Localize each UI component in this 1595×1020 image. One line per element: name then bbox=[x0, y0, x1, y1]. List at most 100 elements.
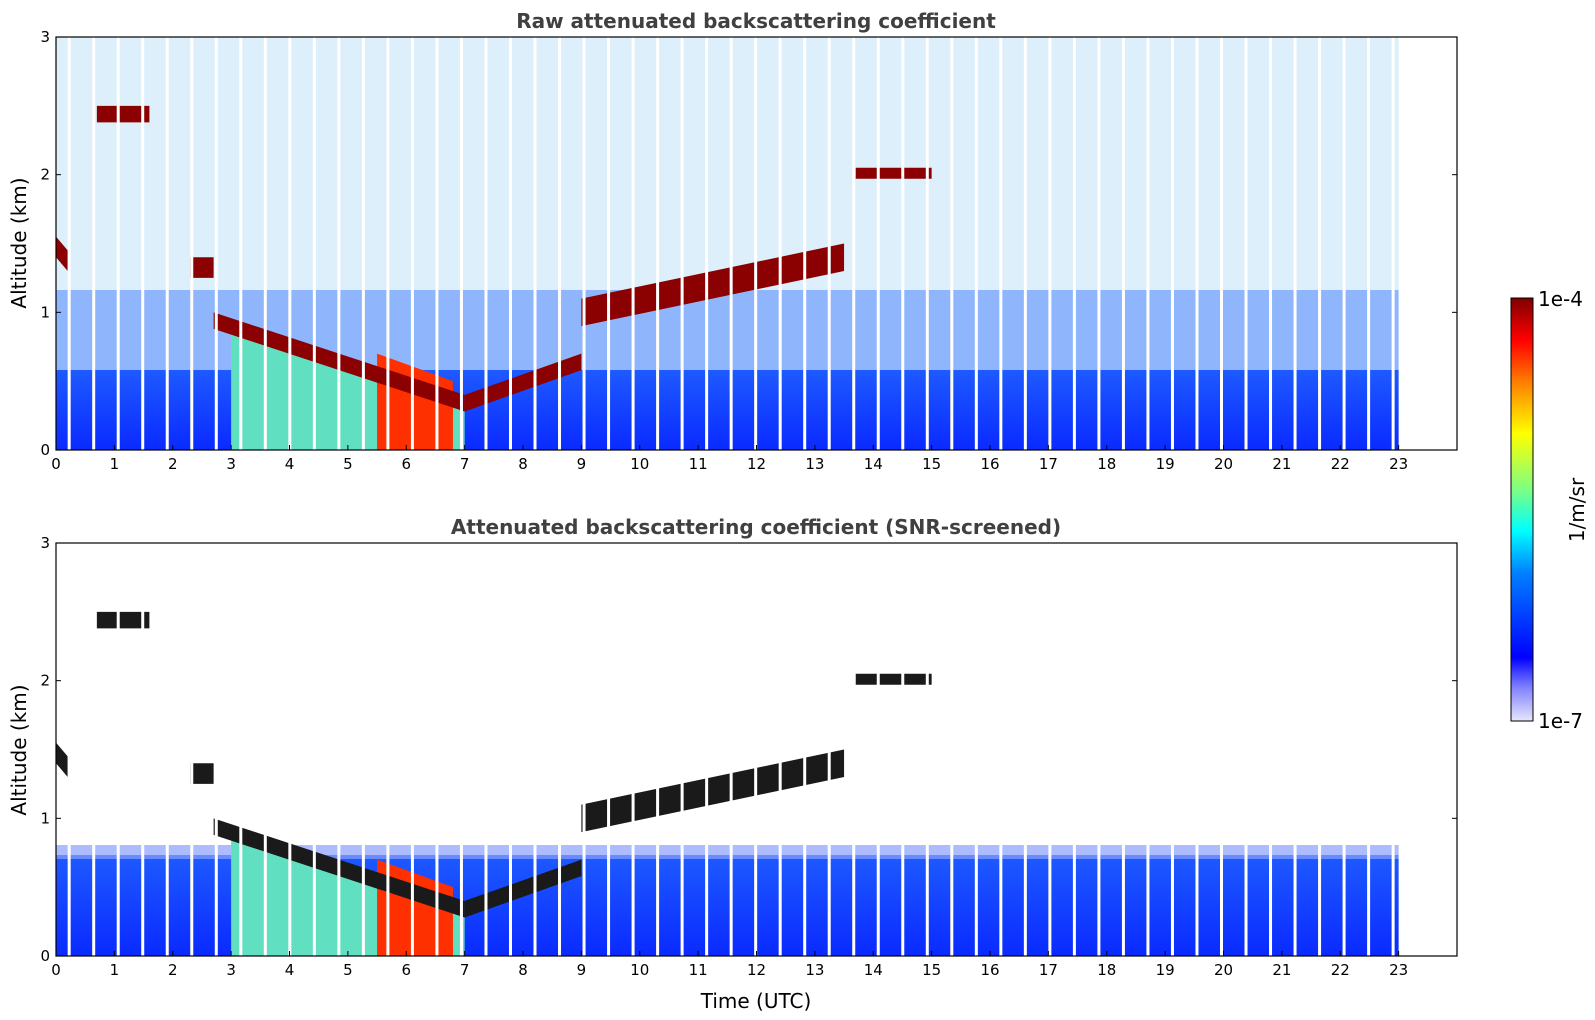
gap-stripe bbox=[729, 543, 733, 956]
gap-stripe bbox=[410, 37, 414, 450]
gap-stripe bbox=[754, 37, 758, 450]
raw-heatmap bbox=[56, 37, 1457, 450]
gap-stripe bbox=[435, 543, 439, 956]
gap-stripe bbox=[1048, 543, 1052, 956]
gap-stripe bbox=[165, 543, 169, 956]
gap-stripe bbox=[361, 543, 365, 956]
snr-y-tick-label: 2 bbox=[40, 672, 50, 690]
elevated-aerosol-layer bbox=[96, 105, 150, 123]
snr-y-tick-label: 1 bbox=[40, 809, 50, 827]
raw-x-tick-label: 10 bbox=[630, 455, 649, 473]
gap-stripe bbox=[1342, 37, 1346, 450]
early-layer bbox=[190, 257, 214, 278]
gap-stripe bbox=[459, 37, 463, 450]
snr-x-tick-label: 23 bbox=[1389, 961, 1408, 979]
gap-stripe bbox=[190, 543, 194, 956]
gap-stripe bbox=[999, 543, 1003, 956]
gap-stripe bbox=[1318, 543, 1322, 956]
gap-stripe bbox=[67, 37, 71, 450]
gap-stripe bbox=[533, 543, 537, 956]
gap-stripe bbox=[1195, 37, 1199, 450]
gap-stripe bbox=[1072, 543, 1076, 956]
raw-x-tick-label: 6 bbox=[401, 455, 411, 473]
gap-stripe bbox=[288, 37, 292, 450]
snr-x-tick-label: 0 bbox=[51, 961, 61, 979]
raw-backscatter-panel: Raw attenuated backscattering coefficien… bbox=[7, 9, 1458, 473]
gap-stripe bbox=[827, 543, 831, 956]
snr-x-tick-label: 21 bbox=[1272, 961, 1291, 979]
gap-stripe bbox=[141, 543, 145, 956]
gap-stripe bbox=[729, 37, 733, 450]
gap-stripe bbox=[1391, 543, 1395, 956]
snr-x-tick-label: 20 bbox=[1214, 961, 1233, 979]
gap-stripe bbox=[1121, 543, 1125, 956]
raw-x-tick-label: 11 bbox=[689, 455, 708, 473]
raw-y-tick-label: 3 bbox=[40, 28, 50, 46]
snr-x-tick-label: 2 bbox=[168, 961, 178, 979]
gap-stripe bbox=[1367, 37, 1371, 450]
snr-heatmap bbox=[56, 543, 1457, 956]
x-axis-label: Time (UTC) bbox=[700, 989, 812, 1013]
gap-stripe bbox=[1269, 543, 1273, 956]
raw-x-tick-label: 12 bbox=[747, 455, 766, 473]
gap-stripe bbox=[484, 543, 488, 956]
snr-x-tick-label: 13 bbox=[805, 961, 824, 979]
aerosol-layers bbox=[56, 611, 932, 956]
raw-x-tick-label: 8 bbox=[518, 455, 528, 473]
gap-stripe bbox=[974, 37, 978, 450]
raw-x-tick-label: 16 bbox=[980, 455, 999, 473]
gap-stripe bbox=[705, 37, 709, 450]
gap-stripe bbox=[607, 543, 611, 956]
raw-x-tick-label: 7 bbox=[460, 455, 470, 473]
raw-x-tick-label: 0 bbox=[51, 455, 61, 473]
gap-stripe bbox=[754, 543, 758, 956]
gap-stripe bbox=[827, 37, 831, 450]
snr-x-tick-label: 14 bbox=[864, 961, 883, 979]
gap-stripe bbox=[141, 37, 145, 450]
gap-stripe bbox=[950, 543, 954, 956]
gap-stripe bbox=[1121, 37, 1125, 450]
gap-stripe bbox=[190, 37, 194, 450]
gap-stripe bbox=[1318, 37, 1322, 450]
gap-stripe bbox=[1023, 543, 1027, 956]
gap-stripe bbox=[656, 37, 660, 450]
gap-stripe bbox=[533, 37, 537, 450]
gap-stripe bbox=[1023, 37, 1027, 450]
gap-stripe bbox=[165, 37, 169, 450]
snr-x-tick-label: 5 bbox=[343, 961, 353, 979]
gap-stripe bbox=[1072, 37, 1076, 450]
snr-x-tick-label: 1 bbox=[110, 961, 120, 979]
gap-stripe bbox=[92, 543, 96, 956]
surface-layer-top bbox=[56, 845, 1401, 859]
colorbar: 1e-4 1e-7 1/m/sr bbox=[1510, 287, 1589, 733]
gap-stripe bbox=[116, 543, 120, 956]
snr-screened-panel: Attenuated backscattering coefficient (S… bbox=[7, 515, 1458, 1013]
gap-stripe bbox=[1293, 37, 1297, 450]
gap-stripe bbox=[1097, 543, 1101, 956]
raw-x-tick-label: 21 bbox=[1272, 455, 1291, 473]
gap-stripe bbox=[925, 543, 929, 956]
gap-stripe bbox=[263, 543, 267, 956]
raw-x-tick-label: 20 bbox=[1214, 455, 1233, 473]
snr-x-tick-label: 4 bbox=[285, 961, 295, 979]
elevated-layer bbox=[855, 673, 932, 685]
raw-x-tick-label: 19 bbox=[1156, 455, 1175, 473]
gap-stripe bbox=[631, 543, 635, 956]
gap-stripe bbox=[1146, 37, 1150, 450]
gap-stripe bbox=[852, 37, 856, 450]
edge-layer bbox=[56, 236, 68, 272]
raw-panel-title: Raw attenuated backscattering coefficien… bbox=[516, 9, 996, 33]
gap-stripe bbox=[680, 37, 684, 450]
gap-stripe bbox=[1170, 37, 1174, 450]
raw-x-ticks: 0 1 2 3 4 5 6 7 8 9 10 11 12 13 14 15 16 17 18 19 20 21 22 23 bbox=[51, 445, 1408, 473]
elevated-aerosol-layer bbox=[96, 611, 150, 629]
snr-x-tick-label: 18 bbox=[1097, 961, 1116, 979]
gap-stripe bbox=[582, 543, 586, 956]
snr-x-ticks: 0 1 2 3 4 5 6 7 8 9 10 11 12 13 14 15 16 17 18 19 20 21 22 23 bbox=[51, 951, 1408, 979]
gap-stripe bbox=[1048, 37, 1052, 450]
snr-x-tick-label: 6 bbox=[401, 961, 411, 979]
raw-y-ticks: 0 1 2 3 bbox=[40, 28, 1457, 459]
snr-y-axis-label: Altitude (km) bbox=[7, 684, 31, 815]
gap-stripe bbox=[558, 543, 562, 956]
